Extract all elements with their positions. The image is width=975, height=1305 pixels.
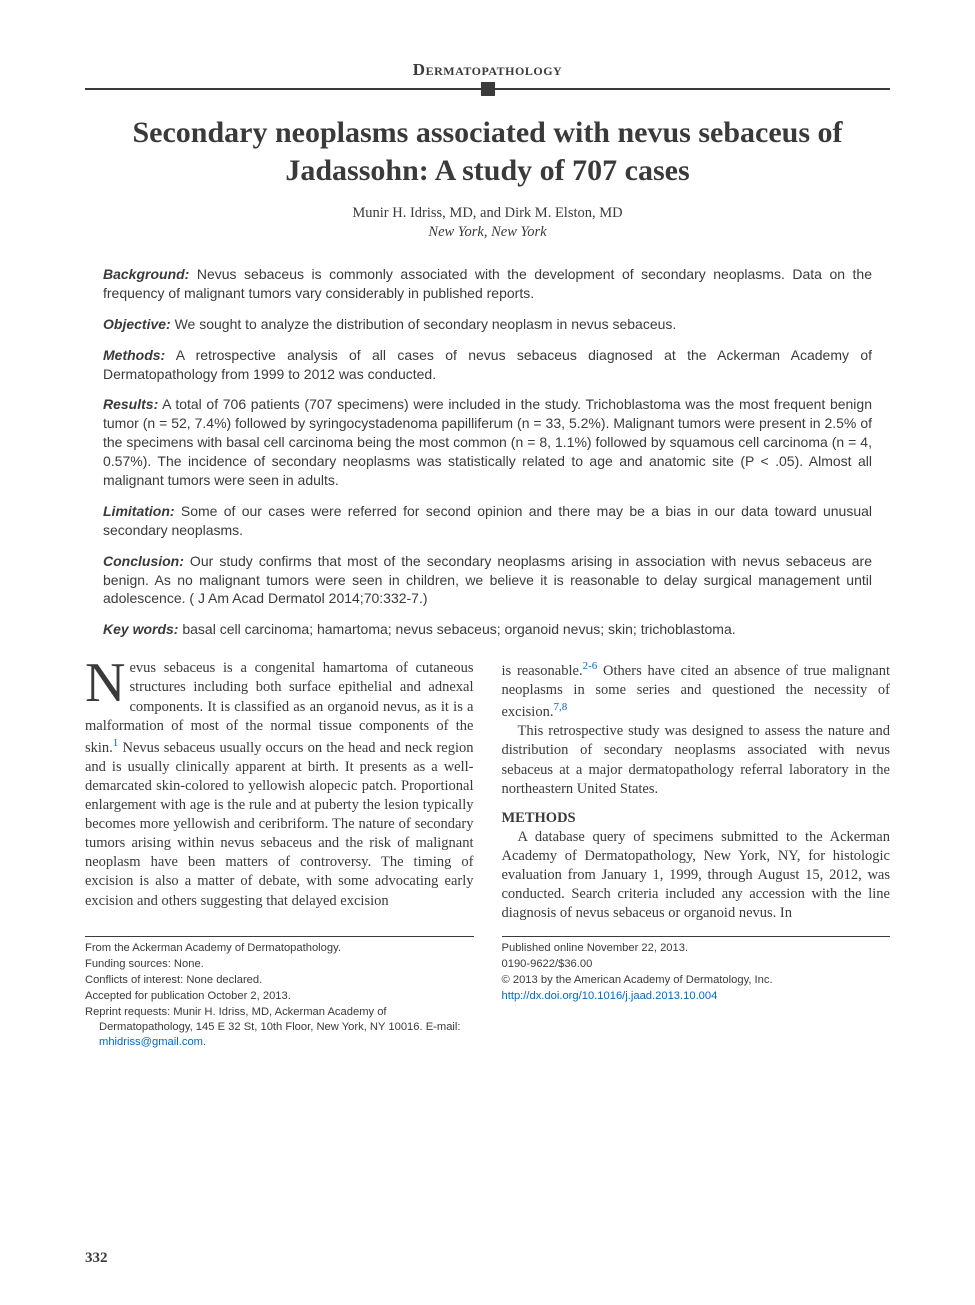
section-heading-methods: METHODS [502,809,891,828]
footer-line: Funding sources: None. [85,957,474,972]
article-title: Secondary neoplasms associated with nevu… [125,114,850,189]
abstract-text: We sought to analyze the distribution of… [171,316,677,332]
abstract-label: Key words: [103,621,178,637]
footer-line: http://dx.doi.org/10.1016/j.jaad.2013.10… [502,989,891,1004]
affiliation: New York, New York [85,224,890,241]
abstract-text: Nevus sebaceus is commonly associated wi… [103,266,872,301]
column-left: Nevus sebaceus is a congenital hamartoma… [85,659,474,923]
body-text: is reasonable. [502,663,583,679]
abstract-keywords: Key words: basal cell carcinoma; hamarto… [103,620,872,639]
abstract-text: A total of 706 patients (707 specimens) … [103,396,872,488]
email-link[interactable]: mhidriss@gmail.com. [99,1036,206,1048]
abstract-text: Some of our cases were referred for seco… [103,503,872,538]
body-paragraph: Nevus sebaceus is a congenital hamartoma… [85,659,474,910]
body-paragraph: is reasonable.2-6 Others have cited an a… [502,659,891,722]
abstract-block: Background: Nevus sebaceus is commonly a… [103,265,872,639]
authors: Munir H. Idriss, MD, and Dirk M. Elston,… [85,205,890,222]
body-columns: Nevus sebaceus is a congenital hamartoma… [85,659,890,923]
footer-line: Conflicts of interest: None declared. [85,973,474,988]
body-paragraph: A database query of specimens submitted … [502,828,891,924]
footer-left: From the Ackerman Academy of Dermatopath… [85,936,474,1052]
footer-line: Published online November 22, 2013. [502,941,891,956]
abstract-limitation: Limitation: Some of our cases were refer… [103,502,872,540]
column-right: is reasonable.2-6 Others have cited an a… [502,659,891,923]
abstract-background: Background: Nevus sebaceus is commonly a… [103,265,872,303]
footer-block: From the Ackerman Academy of Dermatopath… [85,936,890,1052]
abstract-label: Objective: [103,316,171,332]
abstract-label: Conclusion: [103,553,184,569]
abstract-text: basal cell carcinoma; hamartoma; nevus s… [178,621,735,637]
body-text: Nevus sebaceus usually occurs on the hea… [85,740,474,909]
footer-line: From the Ackerman Academy of Dermatopath… [85,941,474,956]
abstract-label: Limitation: [103,503,175,519]
footer-reprint: Reprint requests: Munir H. Idriss, MD, A… [85,1005,474,1050]
abstract-text: A retrospective analysis of all cases of… [103,347,872,382]
abstract-text: Our study confirms that most of the seco… [103,553,872,607]
page-number: 332 [85,1250,108,1267]
section-label: Dermatopathology [85,60,890,80]
abstract-label: Results: [103,396,158,412]
ornament-divider [85,82,890,96]
citation-ref[interactable]: 2-6 [583,660,598,672]
footer-text: Reprint requests: Munir H. Idriss, MD, A… [85,1006,461,1033]
doi-link[interactable]: http://dx.doi.org/10.1016/j.jaad.2013.10… [502,990,718,1002]
dropcap: N [85,659,129,707]
abstract-label: Methods: [103,347,165,363]
abstract-label: Background: [103,266,189,282]
footer-line: © 2013 by the American Academy of Dermat… [502,973,891,988]
abstract-results: Results: A total of 706 patients (707 sp… [103,395,872,489]
abstract-methods: Methods: A retrospective analysis of all… [103,346,872,384]
footer-line: Accepted for publication October 2, 2013… [85,989,474,1004]
citation-ref[interactable]: 7,8 [553,701,567,713]
footer-line: 0190-9622/$36.00 [502,957,891,972]
abstract-conclusion: Conclusion: Our study confirms that most… [103,552,872,609]
body-paragraph: This retrospective study was designed to… [502,722,891,799]
footer-right: Published online November 22, 2013. 0190… [502,936,891,1052]
abstract-objective: Objective: We sought to analyze the dist… [103,315,872,334]
